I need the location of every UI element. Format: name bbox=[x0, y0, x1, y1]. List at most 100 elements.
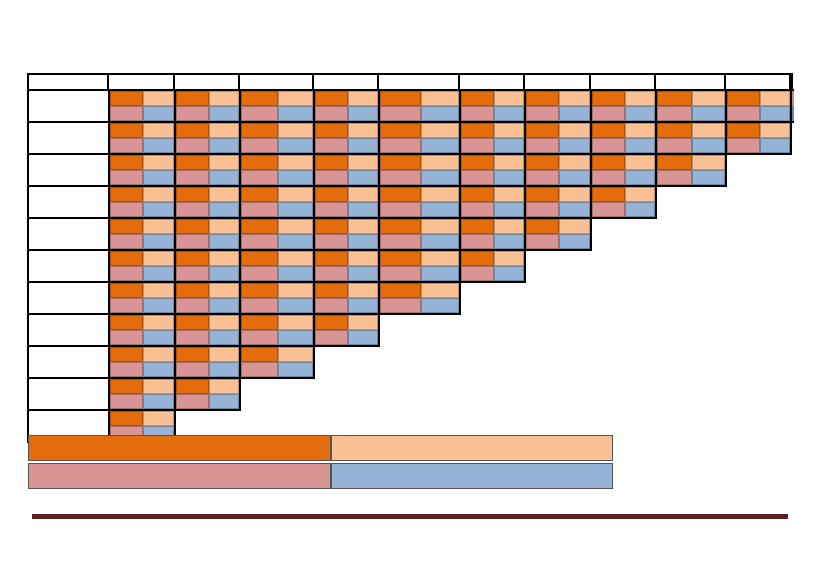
cell-quadrant-pink bbox=[176, 106, 209, 121]
cell-quadrant-blue bbox=[143, 106, 174, 121]
cell-quadrant-orange bbox=[461, 123, 494, 138]
cell-quadrant-peach bbox=[625, 187, 655, 202]
cell-quadrant-orange bbox=[176, 219, 209, 234]
cell-quadrant-orange bbox=[241, 283, 278, 298]
data-cell bbox=[313, 121, 380, 155]
cell-quadrant-pink bbox=[592, 170, 625, 185]
cell-quadrant-peach bbox=[278, 347, 313, 362]
cell-quadrant-pink bbox=[461, 234, 494, 249]
cell-quadrant-orange bbox=[110, 315, 143, 330]
cell-quadrant-peach bbox=[692, 91, 725, 106]
cell-quadrant-pink bbox=[380, 266, 421, 281]
cell-quadrant-peach bbox=[421, 91, 459, 106]
cell-quadrant-peach bbox=[421, 251, 459, 266]
cell-quadrant-peach bbox=[209, 283, 239, 298]
row-label bbox=[27, 121, 111, 155]
cell-quadrant-pink bbox=[110, 202, 143, 217]
data-cell bbox=[459, 185, 526, 219]
cell-quadrant-peach bbox=[494, 123, 524, 138]
cell-quadrant-orange bbox=[176, 315, 209, 330]
cell-quadrant-pink bbox=[176, 266, 209, 281]
cell-quadrant-peach bbox=[760, 123, 790, 138]
cell-quadrant-orange bbox=[592, 123, 625, 138]
data-cell bbox=[590, 153, 657, 187]
cell-quadrant-orange bbox=[526, 91, 559, 106]
cell-quadrant-orange bbox=[110, 187, 143, 202]
legend-swatch-peach bbox=[331, 435, 613, 461]
cell-quadrant-pink bbox=[110, 330, 143, 345]
data-cell bbox=[725, 121, 792, 155]
cell-quadrant-orange bbox=[526, 155, 559, 170]
cell-quadrant-peach bbox=[143, 219, 174, 234]
cell-quadrant-orange bbox=[110, 347, 143, 362]
cell-quadrant-pink bbox=[315, 170, 348, 185]
cell-quadrant-peach bbox=[209, 251, 239, 266]
cell-quadrant-peach bbox=[760, 91, 790, 106]
data-cell bbox=[313, 185, 380, 219]
cell-quadrant-pink bbox=[241, 170, 278, 185]
cell-quadrant-pink bbox=[526, 138, 559, 153]
data-cell bbox=[313, 89, 380, 123]
cell-quadrant-peach bbox=[348, 283, 378, 298]
cell-quadrant-blue bbox=[278, 202, 313, 217]
cell-quadrant-blue bbox=[348, 106, 378, 121]
data-cell bbox=[174, 89, 241, 123]
cell-quadrant-peach bbox=[278, 91, 313, 106]
cell-quadrant-orange bbox=[526, 187, 559, 202]
cell-quadrant-peach bbox=[559, 123, 590, 138]
cell-quadrant-orange bbox=[110, 123, 143, 138]
cell-quadrant-pink bbox=[592, 202, 625, 217]
cell-quadrant-orange bbox=[110, 91, 143, 106]
data-cell bbox=[313, 249, 380, 283]
cell-quadrant-pink bbox=[315, 138, 348, 153]
data-cell bbox=[174, 281, 241, 315]
cell-quadrant-blue bbox=[209, 202, 239, 217]
cell-quadrant-blue bbox=[494, 170, 524, 185]
data-cell bbox=[378, 281, 461, 315]
cell-quadrant-peach bbox=[209, 219, 239, 234]
data-cell bbox=[239, 281, 315, 315]
cell-quadrant-orange bbox=[241, 347, 278, 362]
cell-quadrant-peach bbox=[625, 91, 655, 106]
cell-quadrant-pink bbox=[241, 202, 278, 217]
cell-quadrant-blue bbox=[278, 330, 313, 345]
cell-quadrant-blue bbox=[494, 202, 524, 217]
data-cell bbox=[313, 313, 380, 347]
data-cell bbox=[655, 89, 727, 123]
cell-quadrant-pink bbox=[380, 170, 421, 185]
cell-quadrant-peach bbox=[348, 91, 378, 106]
cell-quadrant-orange bbox=[461, 219, 494, 234]
cell-quadrant-orange bbox=[526, 123, 559, 138]
data-cell bbox=[108, 217, 176, 251]
cell-quadrant-orange bbox=[176, 91, 209, 106]
cell-quadrant-orange bbox=[592, 155, 625, 170]
cell-quadrant-pink bbox=[461, 202, 494, 217]
cell-quadrant-orange bbox=[461, 91, 494, 106]
data-cell bbox=[655, 121, 727, 155]
cell-quadrant-peach bbox=[494, 187, 524, 202]
cell-quadrant-peach bbox=[278, 155, 313, 170]
cell-quadrant-blue bbox=[278, 266, 313, 281]
cell-quadrant-blue bbox=[625, 106, 655, 121]
row-label bbox=[27, 89, 111, 123]
cell-quadrant-orange bbox=[380, 155, 421, 170]
row-label bbox=[27, 217, 111, 251]
data-cell bbox=[459, 121, 526, 155]
cell-quadrant-blue bbox=[494, 138, 524, 153]
cell-quadrant-pink bbox=[380, 298, 421, 313]
data-cell bbox=[524, 89, 592, 123]
cell-quadrant-blue bbox=[421, 106, 459, 121]
data-cell bbox=[174, 153, 241, 187]
cell-quadrant-peach bbox=[494, 91, 524, 106]
cell-quadrant-blue bbox=[625, 138, 655, 153]
cell-quadrant-blue bbox=[209, 330, 239, 345]
data-cell bbox=[590, 89, 657, 123]
cell-quadrant-orange bbox=[592, 91, 625, 106]
cell-quadrant-peach bbox=[209, 123, 239, 138]
data-cell bbox=[108, 377, 176, 411]
cell-quadrant-pink bbox=[176, 202, 209, 217]
row-label bbox=[27, 249, 111, 283]
cell-quadrant-peach bbox=[209, 347, 239, 362]
data-cell bbox=[313, 153, 380, 187]
cell-quadrant-orange bbox=[315, 283, 348, 298]
